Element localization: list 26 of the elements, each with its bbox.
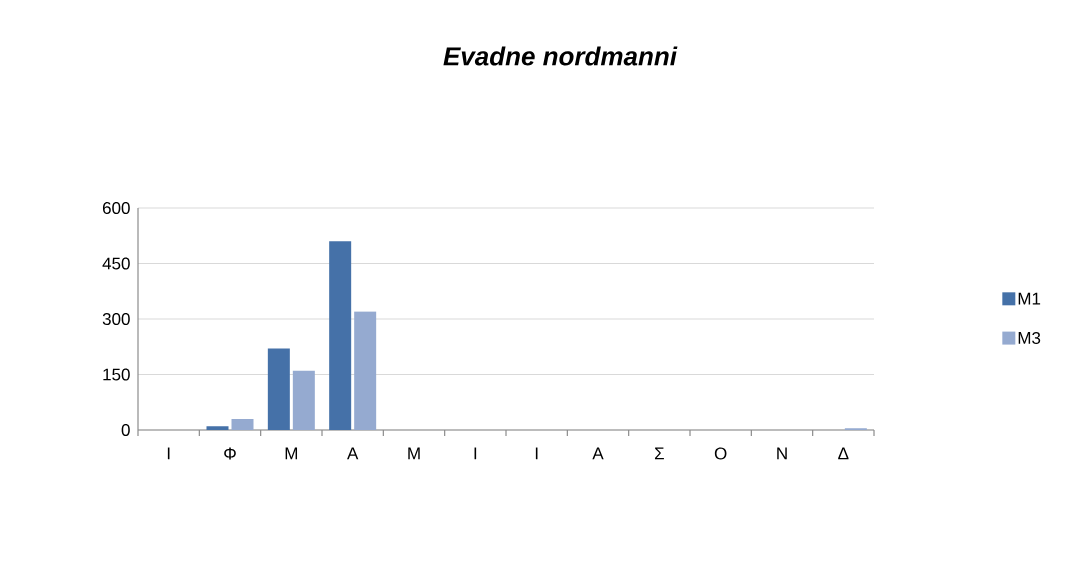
x-tick-label: Ι — [535, 447, 538, 460]
chart-title: Evadne nordmanni — [443, 46, 678, 66]
legend-label: M1 — [1018, 292, 1041, 305]
x-tick-label: Δ — [838, 447, 849, 460]
bar — [292, 370, 315, 430]
x-tick-label: Α — [347, 447, 359, 460]
bar — [231, 418, 254, 430]
bar — [354, 311, 377, 430]
y-tick-label: 300 — [102, 312, 130, 326]
legend-label: M3 — [1018, 331, 1041, 344]
x-tick-label: Μ — [285, 447, 298, 460]
x-tick-label: Α — [592, 447, 604, 460]
x-tick-label: Ν — [777, 447, 787, 460]
x-tick-label: Μ — [408, 447, 420, 460]
bar — [206, 426, 229, 430]
x-tick-label: Ι — [167, 447, 170, 460]
y-tick-label: 600 — [102, 201, 130, 215]
x-tick-label: Ο — [714, 447, 727, 460]
x-tick-label: Σ — [654, 447, 664, 460]
y-tick-label: 450 — [102, 257, 130, 270]
x-tick-label: Φ — [224, 447, 236, 460]
bar — [267, 348, 290, 430]
x-tick-label: Ι — [474, 447, 477, 460]
y-tick-label: 150 — [103, 368, 130, 381]
y-tick-label: 0 — [121, 423, 130, 437]
bar — [329, 241, 352, 430]
